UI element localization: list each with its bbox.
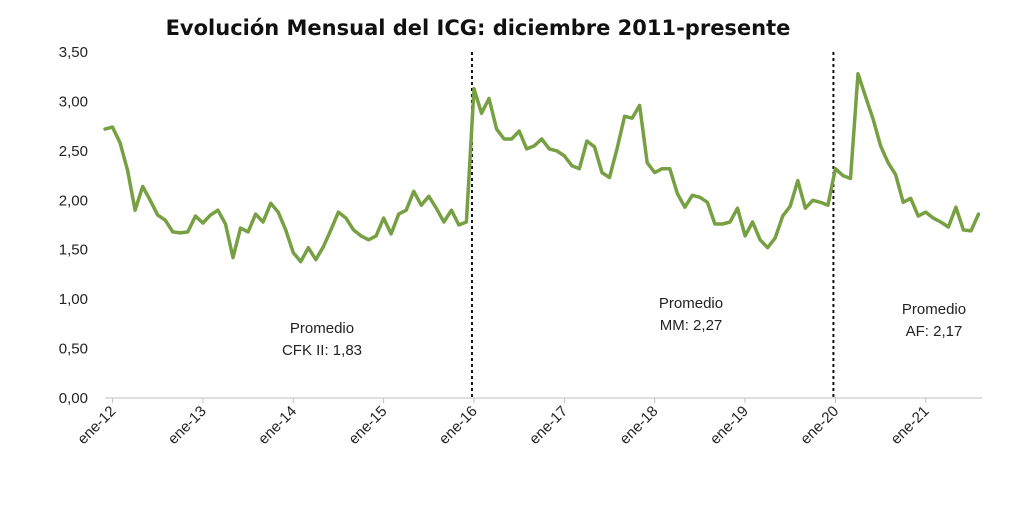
y-tick-label: 3,00 xyxy=(59,93,88,110)
series-line xyxy=(103,71,981,264)
annotation-mm-label: Promedio xyxy=(659,295,723,312)
x-tick-label: ene-18 xyxy=(616,403,661,448)
chart-title: Evolución Mensual del ICG: diciembre 201… xyxy=(166,16,791,40)
x-tick-label: ene-15 xyxy=(345,403,390,448)
series-group xyxy=(103,71,981,264)
annotation-af-value: AF: 2,17 xyxy=(906,323,963,340)
annotation-cfk-value: CFK II: 1,83 xyxy=(282,342,362,359)
annotations: Promedio CFK II: 1,83 Promedio MM: 2,27 … xyxy=(282,295,966,359)
y-tick-label: 1,00 xyxy=(59,291,88,308)
x-axis: ene-12 ene-13 ene-14 ene-15 ene-16 ene-17 ene-… xyxy=(74,398,933,448)
y-tick-label: 0,50 xyxy=(59,341,88,358)
annotation-cfk-label: Promedio xyxy=(290,320,354,337)
x-tick-label: ene-19 xyxy=(707,403,752,448)
x-tick-label: ene-21 xyxy=(888,403,933,448)
x-tick-label: ene-13 xyxy=(165,403,210,448)
y-tick-label: 3,50 xyxy=(59,44,88,61)
x-tick-label: ene-14 xyxy=(255,403,300,448)
annotation-mm-value: MM: 2,27 xyxy=(660,317,723,334)
y-tick-label: 2,50 xyxy=(59,143,88,160)
x-tick-label: ene-20 xyxy=(797,403,842,448)
annotation-af-label: Promedio xyxy=(902,301,966,318)
x-tick-label: ene-12 xyxy=(74,403,119,448)
x-tick-label: ene-17 xyxy=(526,403,571,448)
y-tick-label: 2,00 xyxy=(59,192,88,209)
y-tick-label: 1,50 xyxy=(59,242,88,259)
x-tick-label: ene-16 xyxy=(436,403,481,448)
y-tick-label: 0,00 xyxy=(59,390,88,407)
period-dividers xyxy=(470,52,835,398)
y-axis: 0,00 0,50 1,00 1,50 2,00 2,50 3,00 3,50 xyxy=(59,44,88,407)
